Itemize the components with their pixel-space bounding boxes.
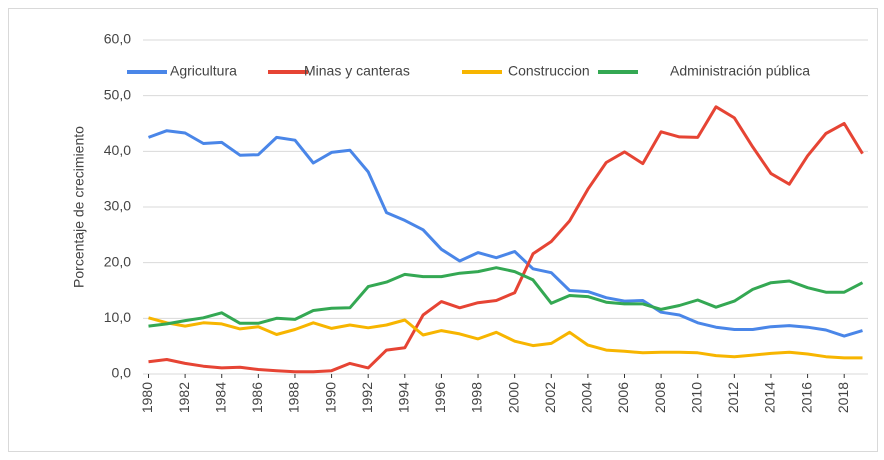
x-tick-label: 1990 <box>322 382 338 413</box>
legend-label: Construccion <box>508 63 590 79</box>
y-tick-label: 60,0 <box>104 31 131 47</box>
x-tick-label: 2012 <box>725 382 741 413</box>
series-line <box>148 316 863 360</box>
x-tick-label: 1986 <box>249 382 265 413</box>
chart-border <box>8 8 878 452</box>
x-tick-label: 2014 <box>762 382 778 413</box>
x-tick-label: 2004 <box>579 382 595 413</box>
y-tick-label: 20,0 <box>104 253 131 269</box>
y-tick-label: 0,0 <box>112 365 132 381</box>
x-tick-label: 1996 <box>432 382 448 413</box>
x-tick-label: 1988 <box>286 382 302 413</box>
y-tick-label: 40,0 <box>104 142 131 158</box>
x-tick-label: 1998 <box>469 382 485 413</box>
x-tick-label: 1982 <box>176 382 192 413</box>
y-tick-label: 30,0 <box>104 198 131 214</box>
y-tick-label: 10,0 <box>104 309 131 325</box>
x-tick-label: 2008 <box>652 382 668 413</box>
y-axis-label: Porcentaje de crecimiento <box>71 126 87 288</box>
x-tick-label: 1984 <box>212 382 228 413</box>
x-tick-label: 2006 <box>615 382 631 413</box>
x-tick-label: 2002 <box>542 382 558 413</box>
x-tick-label: 1994 <box>396 382 412 413</box>
series-line <box>147 129 863 338</box>
x-tick-label: 1980 <box>139 382 155 413</box>
x-tick-label: 1992 <box>359 382 375 413</box>
x-tick-label: 2016 <box>798 382 814 413</box>
x-tick-label: 2010 <box>688 382 704 413</box>
series-line <box>148 105 864 374</box>
x-tick-label: 2000 <box>505 382 521 413</box>
legend-label: Minas y canteras <box>304 63 410 79</box>
x-tick-label: 2018 <box>835 382 851 413</box>
series-line <box>148 266 864 328</box>
legend-label: Administración pública <box>670 63 810 79</box>
y-tick-label: 50,0 <box>104 86 131 102</box>
legend-label: Agricultura <box>170 63 237 79</box>
